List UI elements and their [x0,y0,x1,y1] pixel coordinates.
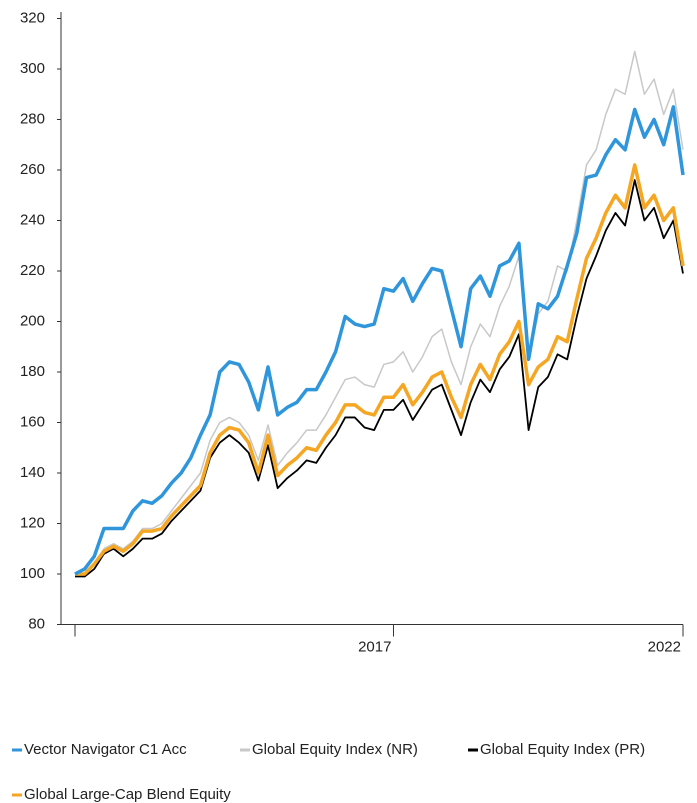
series-line [75,179,684,578]
y-tick-label: 220 [20,262,45,279]
series-line [74,105,685,576]
legend-label: Global Equity Index (NR) [252,741,418,758]
legend-label: Global Equity Index (PR) [480,741,645,758]
x-tick-label: 2017 [358,638,391,655]
y-tick-label: 140 [20,464,45,481]
y-tick-label: 100 [20,565,45,582]
x-tick-label: 2022 [648,638,681,655]
legend-label: Global Large-Cap Blend Equity [24,786,231,803]
y-tick-label: 300 [20,60,45,77]
y-tick-label: 260 [20,161,45,178]
series-line [75,163,685,576]
y-tick-label: 160 [20,413,45,430]
y-tick-label: 240 [20,211,45,228]
y-tick-label: 120 [20,514,45,531]
y-tick-label: 180 [20,363,45,380]
legend-label: Vector Navigator C1 Acc [24,741,187,758]
series-line [75,50,684,575]
y-tick-label: 200 [20,312,45,329]
y-tick-label: 80 [28,615,45,632]
y-tick-label: 320 [20,9,45,26]
y-tick-label: 280 [20,110,45,127]
